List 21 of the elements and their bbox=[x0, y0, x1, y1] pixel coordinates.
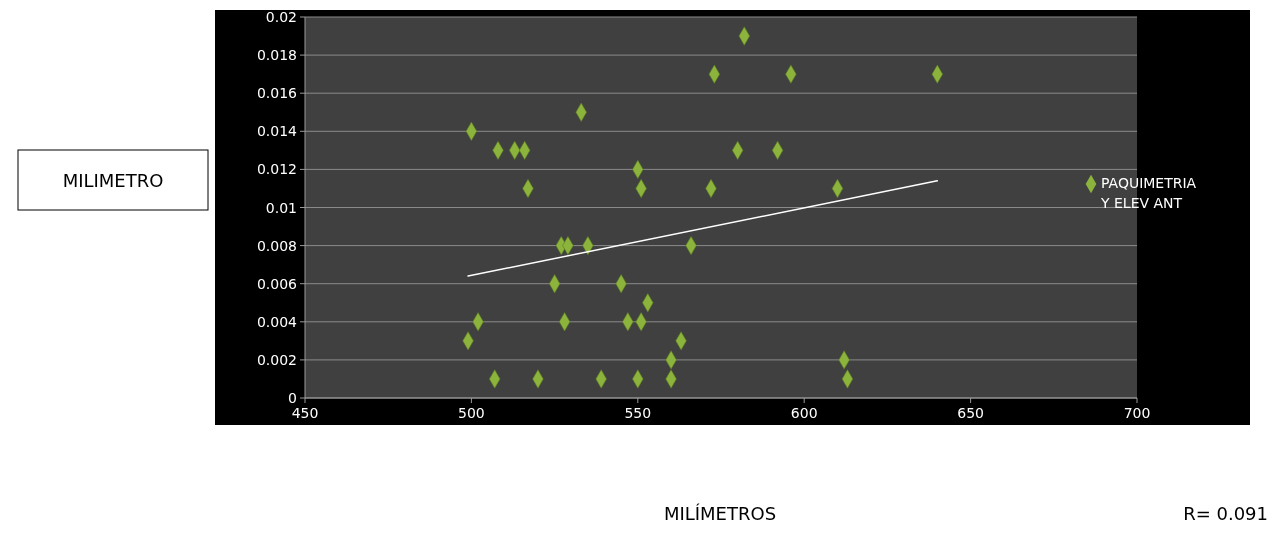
y-tick-label: 0.016 bbox=[256, 85, 298, 102]
y-tick-label: 0.002 bbox=[256, 351, 297, 368]
y-tick-label: 0.008 bbox=[256, 237, 297, 254]
text: MILIMETRO bbox=[62, 170, 164, 191]
text: R= 0.091 bbox=[1183, 503, 1268, 524]
x-axis-title: MILÍMETROS bbox=[663, 503, 777, 524]
legend-label: PAQUIMETRIA Y ELEV ANT bbox=[1100, 175, 1197, 211]
x-tick-label: 500 bbox=[458, 405, 485, 421]
x-tick-label: 550 bbox=[624, 405, 652, 421]
y-tick-label: 0.01 bbox=[265, 199, 297, 216]
y-tick-label: 0.004 bbox=[256, 313, 298, 330]
x-tick-label: 450 bbox=[291, 405, 319, 421]
y-tick-label: 0.012 bbox=[256, 161, 297, 178]
y-tick-label: 0.006 bbox=[256, 275, 298, 292]
x-tick-label: 600 bbox=[790, 405, 818, 421]
y-tick-label: 0 bbox=[288, 390, 297, 406]
y-tick-label: 0.02 bbox=[265, 9, 297, 25]
y-tick-label: 0.018 bbox=[256, 47, 297, 64]
x-tick-label: 700 bbox=[1123, 405, 1151, 421]
y-tick-label: 0.014 bbox=[256, 123, 298, 140]
x-tick-label: 650 bbox=[957, 405, 984, 421]
